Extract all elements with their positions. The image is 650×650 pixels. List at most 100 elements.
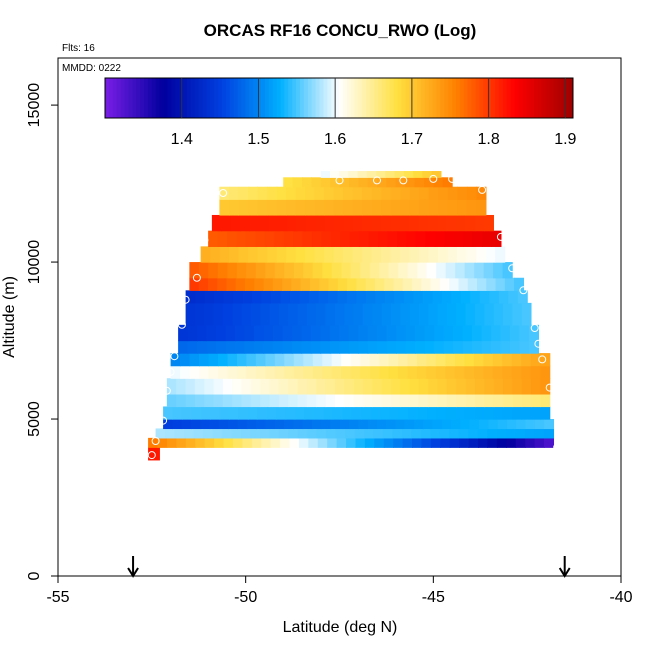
sample-marker [162, 386, 171, 395]
heatmap-cell [255, 365, 266, 379]
colorbar-swatch [296, 78, 301, 118]
heatmap-cell [282, 340, 293, 354]
colorbar-swatch [452, 78, 457, 118]
heatmap-cell [325, 378, 336, 395]
heatmap-cell [453, 324, 464, 342]
heatmap-cell [500, 340, 511, 354]
heatmap-cell [246, 419, 257, 430]
heatmap-cell [180, 353, 191, 367]
heatmap-cell [356, 290, 367, 304]
heatmap-cell [316, 302, 327, 326]
colorbar-swatch [319, 78, 324, 118]
heatmap-cell [534, 419, 545, 430]
heatmap-cell [172, 406, 183, 420]
heatmap-cell [289, 290, 301, 304]
heatmap-cell [434, 230, 445, 247]
heatmap-cell [419, 199, 430, 216]
heatmap-cell [219, 406, 230, 420]
heatmap-cell [454, 365, 465, 379]
heatmap-cell [344, 378, 355, 395]
heatmap-cell [467, 277, 478, 291]
heatmap-cell [371, 199, 382, 216]
heatmap-cell [427, 214, 438, 232]
heatmap-cell [269, 393, 280, 408]
heatmap-cell [425, 230, 436, 247]
heatmap-cell [247, 406, 258, 420]
colorbar-swatch [245, 78, 250, 118]
heatmap-cell [348, 419, 359, 430]
heatmap-cell [405, 340, 416, 354]
heatmap-cell [512, 393, 523, 408]
colorbar-swatch [467, 78, 473, 118]
heatmap-cell [329, 324, 340, 342]
colorbar-swatch [233, 78, 239, 118]
colorbar-swatch [339, 78, 344, 118]
heatmap-cell [511, 406, 522, 420]
sample-marker [170, 352, 179, 361]
heatmap-cell [185, 290, 196, 304]
colorbar-swatch [471, 78, 476, 118]
heatmap-cell [437, 214, 448, 232]
heatmap-cell [228, 419, 239, 430]
heatmap-cell [371, 214, 382, 232]
heatmap-cell [204, 393, 215, 408]
heatmap-cell [428, 302, 439, 326]
down-arrow-icon [127, 556, 139, 578]
heatmap-cell [229, 406, 240, 420]
heatmap-cell [311, 419, 322, 430]
heatmap-cell [472, 340, 483, 354]
heatmap-cell [381, 246, 392, 263]
heatmap-cell [236, 365, 248, 379]
heatmap-cell [445, 365, 456, 379]
heatmap-cell [447, 246, 458, 263]
heatmap-cell [466, 199, 477, 216]
heatmap-cell [367, 177, 378, 188]
colorbar-swatch [222, 78, 227, 118]
heatmap-cell [400, 199, 411, 216]
heatmap-cell [370, 406, 381, 420]
heatmap-cell [362, 214, 372, 232]
heatmap-cell [400, 246, 411, 263]
y-tick-label: 10000 [26, 240, 43, 285]
colorbar-swatch [378, 78, 383, 118]
heatmap-cell [476, 199, 487, 216]
heatmap-cell [295, 246, 306, 263]
y-tick-label: 5000 [26, 401, 43, 437]
colorbar-swatch [561, 78, 566, 118]
heatmap-cell [420, 428, 431, 439]
heatmap-cell [414, 177, 425, 188]
heatmap-cell [447, 199, 458, 216]
heatmap-cell [369, 365, 380, 379]
heatmap-cell [328, 277, 339, 291]
heatmap-cell [343, 246, 354, 263]
heatmap-cell [388, 365, 399, 379]
heatmap-cell [219, 199, 230, 216]
heatmap-cell [319, 277, 330, 291]
colorbar-swatch [280, 78, 285, 118]
heatmap-cell [487, 437, 498, 448]
heatmap-cell [409, 302, 420, 326]
heatmap-cell [244, 324, 255, 342]
heatmap-cell [352, 214, 363, 232]
heatmap-cell [402, 277, 413, 291]
heatmap-cell [445, 262, 456, 279]
colorbar-tick-label: 1.6 [324, 131, 346, 148]
heatmap-cell [446, 214, 457, 232]
heatmap-cell [200, 406, 211, 420]
down-arrow-icon [558, 556, 571, 578]
y-axis: 0 5000 10000 15000 [26, 83, 58, 580]
heatmap-cell [315, 214, 326, 232]
heatmap-cell [470, 290, 481, 304]
heatmap-cell [433, 177, 444, 188]
heatmap-cell [191, 406, 202, 420]
colorbar-frame [104, 77, 574, 119]
sample-marker [147, 451, 156, 460]
sample-marker [534, 339, 543, 348]
heatmap-cell [445, 406, 456, 420]
heatmap-cell [435, 353, 447, 367]
colorbar-swatch [557, 78, 562, 118]
heatmap-cell [384, 290, 395, 304]
heatmap-cell [362, 246, 373, 263]
heatmap-cell [493, 302, 504, 326]
heatmap-cell [394, 171, 405, 178]
